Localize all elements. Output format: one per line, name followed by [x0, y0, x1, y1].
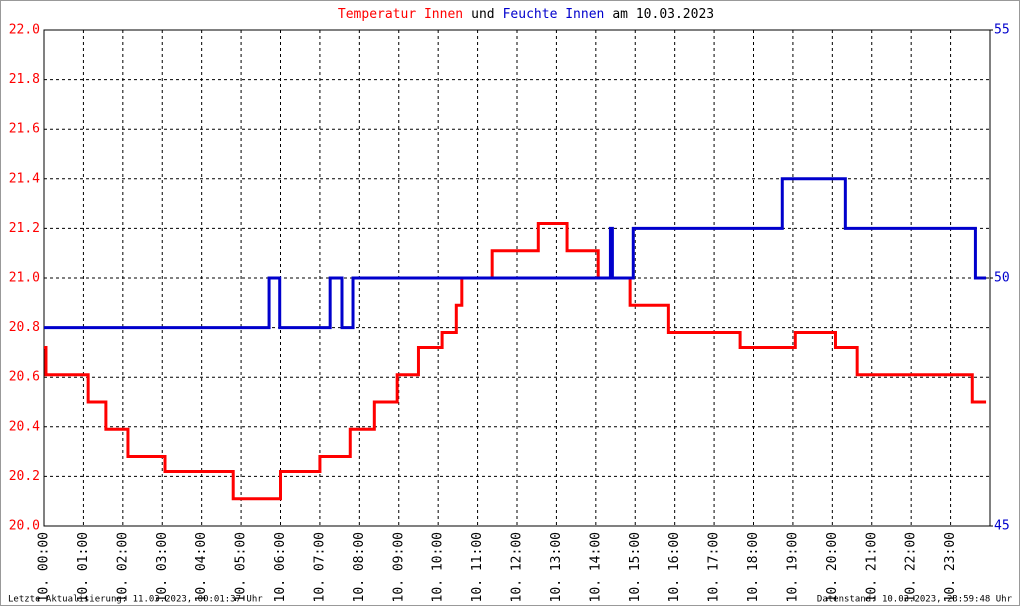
y-tick-label: 20.4 — [9, 419, 40, 434]
y-tick-label: 21.6 — [9, 122, 40, 137]
x-tick-label: 10. 11:00 — [470, 532, 485, 602]
x-tick-label: 10. 02:00 — [115, 532, 130, 602]
title-part: Temperatur Innen — [338, 7, 463, 22]
x-tick-label: 10. 06:00 — [273, 532, 288, 602]
x-tick-label: 10. 16:00 — [667, 532, 682, 602]
x-tick-label: 10. 21:00 — [864, 532, 879, 602]
y-tick-label: 21.4 — [9, 171, 40, 186]
x-tick-label: 10. 12:00 — [510, 532, 525, 602]
chart-title: Temperatur Innen und Feuchte Innen am 10.03… — [338, 7, 714, 22]
y-tick-label: 21.0 — [9, 271, 40, 286]
data-line — [44, 221, 987, 501]
x-tick-label: 10. 17:00 — [707, 532, 722, 602]
y-tick-label: 20.6 — [9, 370, 40, 385]
title-part: Feuchte Innen — [503, 7, 605, 22]
x-tick-label: 10. 13:00 — [549, 532, 564, 602]
x-tick-label: 10. 01:00 — [76, 532, 91, 602]
data-line — [44, 177, 987, 330]
x-tick-label: 10. 19:00 — [785, 532, 800, 602]
y-tick-label: 20.8 — [9, 320, 40, 335]
x-tick-label: 10. 20:00 — [825, 532, 840, 602]
x-tick-label: 10. 10:00 — [431, 532, 446, 602]
plot-border — [43, 29, 991, 527]
y-tick-label: 20.2 — [9, 469, 40, 484]
y-tick-label: 21.2 — [9, 221, 40, 236]
x-tick-label: 10. 18:00 — [746, 532, 761, 602]
title-part: am 10.03.2023 — [612, 7, 714, 22]
y2-tick-label: 45 — [994, 519, 1010, 534]
x-tick-label: 10. 22:00 — [904, 532, 919, 602]
y-tick-label: 20.0 — [9, 519, 40, 534]
footer-left: Letzte Aktualisierung: 11.03.2023, 00:01… — [8, 595, 263, 605]
x-tick-label: 10. 05:00 — [234, 532, 249, 602]
y-tick-label: 22.0 — [9, 23, 40, 38]
x-tick-label: 10. 09:00 — [391, 532, 406, 602]
x-tick-label: 10. 03:00 — [155, 532, 170, 602]
x-tick-label: 10. 08:00 — [352, 532, 367, 602]
x-tick-label: 10. 15:00 — [628, 532, 643, 602]
x-tick-label: 10. 23:00 — [943, 532, 958, 602]
x-tick-label: 10. 07:00 — [312, 532, 327, 602]
x-tick-label: 10. 00:00 — [37, 532, 52, 602]
footer-right: Datenstand: 10.03.2023, 23:59:48 Uhr — [817, 595, 1013, 605]
title-part: und — [471, 7, 494, 22]
x-tick-label: 10. 14:00 — [588, 532, 603, 602]
x-tick-label: 10. 04:00 — [194, 532, 209, 602]
y-tick-label: 21.8 — [9, 72, 40, 87]
y2-tick-label: 50 — [994, 271, 1010, 286]
y2-tick-label: 55 — [994, 23, 1010, 38]
